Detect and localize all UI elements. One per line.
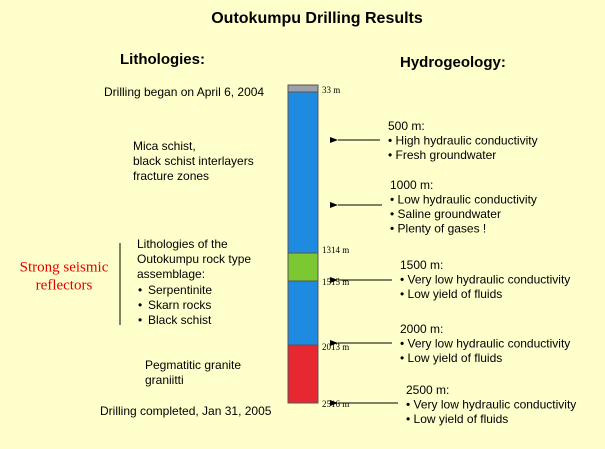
note-line: • Very low hydraulic conductivity [400, 337, 570, 351]
note-line: • Low yield of fluids [406, 412, 508, 426]
note-depth: 2000 m: [400, 322, 443, 336]
note-depth: 500 m: [388, 119, 425, 133]
note-line: • Low hydraulic conductivity [390, 193, 537, 207]
lithology-text: black schist interlayers [133, 154, 254, 168]
note-line: • Plenty of gases ! [390, 222, 486, 236]
lithology-text: Outokumpu rock type [137, 252, 251, 266]
note-line: • Fresh groundwater [388, 148, 496, 162]
seismic-text: reflectors [36, 277, 93, 293]
lithology-text: Pegmatitic granite [145, 358, 241, 372]
note-depth: 2500 m: [406, 383, 449, 397]
title: Outokumpu Drilling Results [211, 10, 423, 27]
note-line: • Very low hydraulic conductivity [400, 273, 570, 287]
note-line: • Low yield of fluids [400, 287, 502, 301]
note-line: • Saline groundwater [390, 207, 501, 221]
note-depth: 1500 m: [400, 258, 443, 272]
lithology-text: Serpentinite [148, 283, 212, 297]
bullet: • [138, 313, 142, 327]
depth-label: 2013 m [322, 342, 349, 352]
note-line: • Very low hydraulic conductivity [406, 398, 576, 412]
depth-label: 33 m [322, 85, 340, 95]
lithology-text: Lithologies of the [137, 237, 228, 251]
note-depth: 1000 m: [390, 178, 433, 192]
lithology-text: Black schist [148, 313, 212, 327]
depth-label: 1515 m [322, 277, 349, 287]
lithology-text: fracture zones [133, 169, 209, 183]
lithology-text: Mica schist, [133, 139, 196, 153]
heading: Lithologies: [120, 51, 205, 68]
note-line: • High hydraulic conductivity [388, 134, 538, 148]
start-text: Drilling began on April 6, 2004 [104, 85, 264, 99]
lithology-text: graniitti [145, 373, 184, 387]
depth-label: 1314 m [322, 245, 349, 255]
note-line: • Low yield of fluids [400, 351, 502, 365]
end-text: Drilling completed, Jan 31, 2005 [100, 404, 272, 418]
lithology-text: Skarn rocks [148, 298, 211, 312]
heading: Hydrogeology: [400, 54, 506, 71]
seismic-text: Strong seismic [20, 259, 109, 275]
lithology-text: assemblage: [137, 267, 205, 281]
drill-column [287, 84, 319, 404]
bullet: • [138, 298, 142, 312]
depth-label: 2516 m [322, 399, 349, 409]
bullet: • [138, 283, 142, 297]
